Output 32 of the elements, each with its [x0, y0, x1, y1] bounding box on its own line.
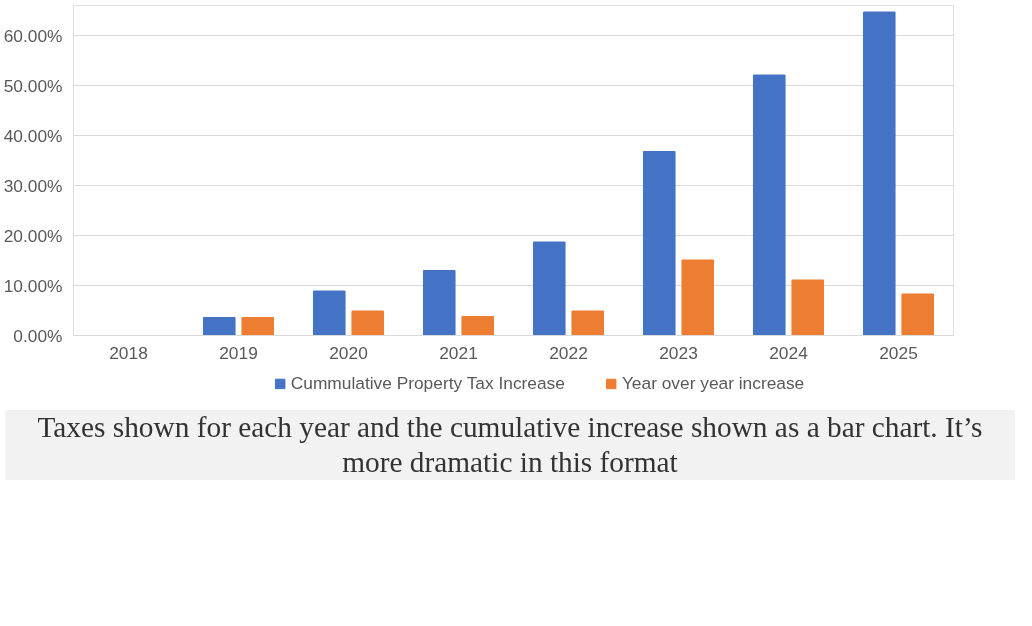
- x-tick-label: 2022: [549, 342, 588, 363]
- legend-label: Year over year increase: [621, 372, 805, 394]
- bar: [791, 279, 825, 336]
- bar: [241, 317, 275, 336]
- bar: [681, 259, 715, 336]
- bar: [532, 241, 566, 336]
- bar: [202, 317, 236, 336]
- y-tick-label: 10.00%: [3, 275, 63, 296]
- bar: [571, 310, 605, 336]
- bar: [351, 310, 385, 336]
- x-tick-label: 2019: [219, 342, 258, 363]
- y-tick-label: 50.00%: [3, 75, 63, 96]
- x-tick-label: 2023: [659, 342, 698, 363]
- y-tick-label: 0.00%: [13, 325, 63, 346]
- y-tick-label: 30.00%: [3, 175, 63, 196]
- y-tick-label: 60.00%: [3, 25, 63, 46]
- legend-label: Cummulative Property Tax Increase: [290, 372, 565, 394]
- x-tick-label: 2018: [109, 342, 148, 363]
- bar: [312, 290, 346, 336]
- text: Taxes shown for each year and the cumulative increase shown as a bar chart. It’s more dramatic in this format: [5, 410, 1015, 481]
- x-tick-label: 2025: [879, 342, 918, 363]
- bar: [752, 74, 786, 336]
- bar: [642, 151, 676, 336]
- bar: [862, 11, 896, 336]
- y-tick-label: 40.00%: [3, 125, 63, 146]
- bar: [422, 270, 456, 336]
- x-tick-label: 2021: [439, 342, 478, 363]
- bar: [461, 316, 495, 336]
- y-tick-label: 20.00%: [3, 225, 63, 246]
- x-tick-label: 2020: [329, 342, 368, 363]
- x-tick-label: 2024: [769, 342, 809, 363]
- bar: [901, 293, 935, 336]
